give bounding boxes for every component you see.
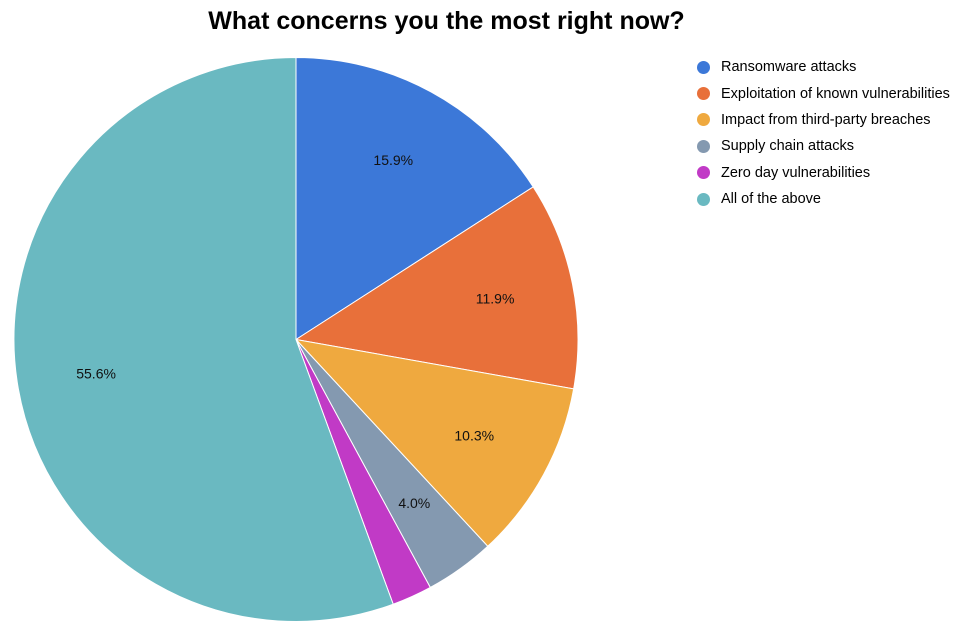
- legend-swatch: [697, 139, 710, 153]
- legend-label: Zero day vulnerabilities: [721, 164, 871, 181]
- legend-item-exploitation-of-known-vulnerabilities: Exploitation of known vulnerabilities: [697, 80, 950, 106]
- legend-swatch: [697, 166, 710, 180]
- slice-label-supply-chain-attacks: 4.0%: [398, 495, 430, 511]
- legend-swatch: [697, 87, 710, 101]
- legend-label: Ransomware attacks: [721, 59, 857, 76]
- legend-swatch: [697, 60, 710, 74]
- legend-item-ransomware-attacks: Ransomware attacks: [697, 54, 950, 80]
- legend-item-impact-from-third-party-breaches: Impact from third-party breaches: [697, 107, 950, 133]
- legend-label: Exploitation of known vulnerabilities: [721, 85, 950, 102]
- pie-slice-ransomware-attacks: [295, 56, 534, 341]
- slice-label-impact-from-third-party-breaches: 10.3%: [454, 427, 494, 443]
- legend-item-supply-chain-attacks: Supply chain attacks: [697, 133, 950, 159]
- legend-swatch: [697, 192, 710, 206]
- chart-title: What concerns you the most right now?: [208, 7, 685, 35]
- pie-slice-exploitation-of-known-vulnerabilities: [294, 186, 579, 390]
- pie-slice-all-of-the-above: [13, 56, 394, 622]
- pie-slice-impact-from-third-party-breaches: [294, 338, 575, 547]
- legend-label: Supply chain attacks: [721, 138, 854, 155]
- legend-label: All of the above: [721, 191, 821, 208]
- pie-slice-labels: 15.9% 11.9% 10.3% 4.0% 55.6%: [76, 152, 514, 511]
- legend-item-all-of-the-above: All of the above: [697, 186, 950, 212]
- slice-label-all-of-the-above: 55.6%: [76, 366, 116, 382]
- legend-label: Impact from third-party breaches: [721, 111, 931, 128]
- slice-label-ransomware-attacks: 15.9%: [373, 152, 413, 168]
- legend-item-zero-day-vulnerabilities: Zero day vulnerabilities: [697, 160, 950, 186]
- slice-label-exploitation-of-known-vulnerabilities: 11.9%: [476, 290, 515, 306]
- pie-slices: [13, 56, 579, 622]
- chart-legend: Ransomware attacks Exploitation of known …: [697, 54, 950, 212]
- legend-swatch: [697, 113, 710, 127]
